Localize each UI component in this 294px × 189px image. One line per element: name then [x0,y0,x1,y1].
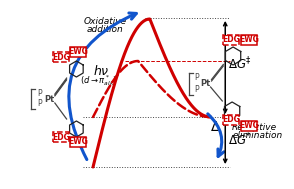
FancyBboxPatch shape [223,115,239,125]
Text: EWG: EWG [69,138,88,146]
Text: P: P [37,99,41,108]
Text: EWG: EWG [69,47,88,57]
FancyBboxPatch shape [70,47,86,57]
Text: $\Delta$: $\Delta$ [210,120,221,134]
Text: EDG: EDG [222,36,240,44]
Text: addition: addition [86,25,123,33]
Text: Reductive: Reductive [232,122,277,132]
Text: EDG: EDG [52,53,70,61]
Text: Oxidative: Oxidative [83,16,126,26]
Text: elimination: elimination [232,130,282,139]
Text: EDG: EDG [52,132,70,142]
Text: Pt: Pt [201,80,211,88]
Text: P: P [195,74,199,83]
Text: $(d{\rightarrow}\pi^*_{alk})$: $(d{\rightarrow}\pi^*_{alk})$ [80,74,118,88]
Text: P: P [37,90,41,98]
Text: P: P [195,85,199,94]
Text: EWG: EWG [239,122,259,130]
FancyBboxPatch shape [240,121,257,131]
FancyBboxPatch shape [53,52,69,62]
Text: Pt: Pt [44,94,54,104]
FancyBboxPatch shape [223,35,239,45]
Text: $h\nu$: $h\nu$ [93,64,109,78]
FancyBboxPatch shape [240,35,257,45]
Text: $\Delta G^{*}$: $\Delta G^{*}$ [228,132,252,148]
Text: $\Delta G^{\ddagger}$: $\Delta G^{\ddagger}$ [228,56,252,72]
Text: EDG: EDG [222,115,240,125]
FancyBboxPatch shape [70,137,86,147]
FancyBboxPatch shape [53,132,69,142]
Text: EWG: EWG [239,36,259,44]
